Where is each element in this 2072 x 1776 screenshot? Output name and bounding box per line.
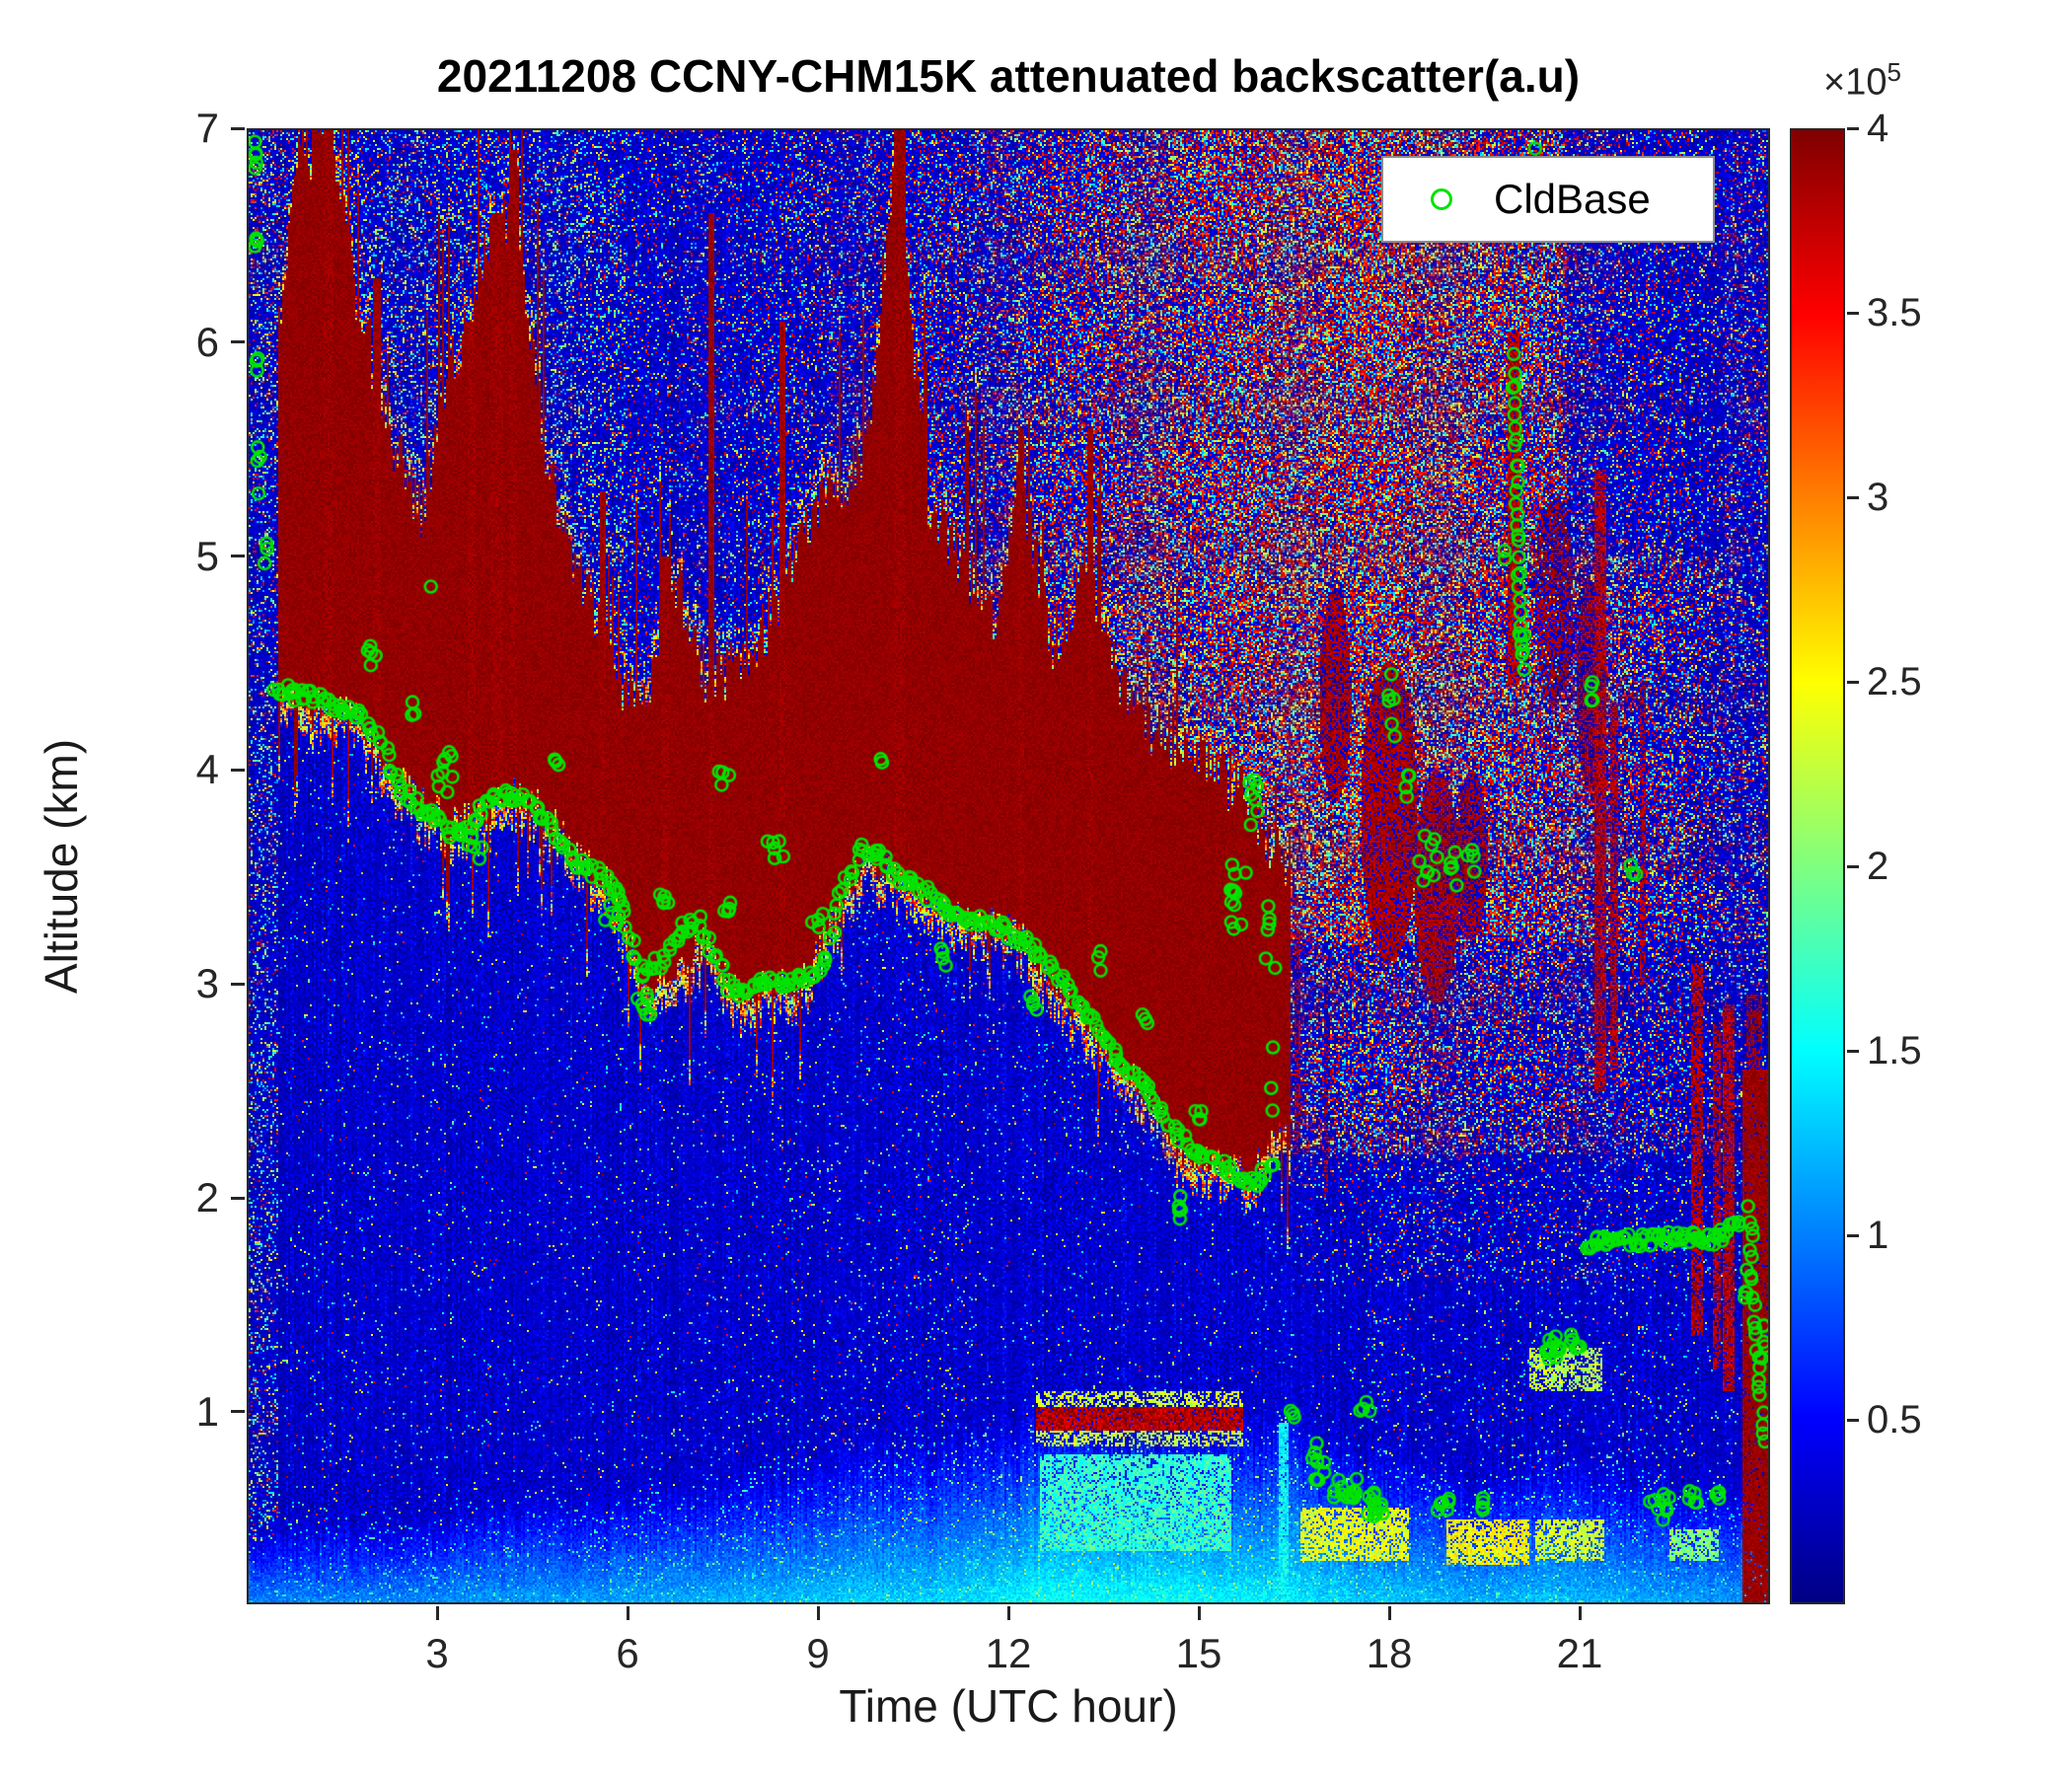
plot-area: CldBase [247, 128, 1770, 1604]
colorbar-tick-label: 2.5 [1867, 660, 1922, 703]
x-tick-label: 9 [806, 1630, 830, 1676]
colorbar-tick-mark [1847, 495, 1859, 499]
x-axis-label: Time (UTC hour) [839, 1680, 1178, 1732]
x-tick-mark [1578, 1606, 1582, 1620]
colorbar-scale: ×105 [1823, 57, 1901, 105]
x-tick-mark [626, 1606, 629, 1620]
y-tick-mark [231, 768, 245, 772]
y-tick-label: 5 [195, 532, 219, 579]
y-tick-mark [231, 126, 245, 130]
y-axis-label: Altitude (km) [36, 738, 87, 995]
y-tick-mark [231, 555, 245, 558]
y-tick-label: 7 [195, 105, 219, 151]
x-tick-label: 6 [616, 1630, 639, 1676]
colorbar-tick-label: 3 [1867, 476, 1889, 519]
y-tick-label: 2 [195, 1174, 219, 1221]
colorbar-tick-label: 2 [1867, 845, 1889, 888]
colorbar-tick-label: 0.5 [1867, 1398, 1922, 1442]
x-tick-mark [435, 1606, 439, 1620]
colorbar-tick-mark [1847, 1233, 1859, 1237]
x-tick-mark [1387, 1606, 1391, 1620]
y-tick-label: 4 [195, 746, 219, 793]
colorbar-tick-mark [1847, 1049, 1859, 1053]
x-tick-label: 3 [425, 1630, 449, 1676]
colorbar-tick-label: 1.5 [1867, 1029, 1922, 1073]
colorbar-tick-label: 3.5 [1867, 291, 1922, 334]
y-tick-mark [231, 1196, 245, 1200]
colorbar-scale-mult: ×10 [1823, 61, 1887, 104]
colorbar-tick-label: 1 [1867, 1214, 1889, 1257]
y-tick-mark [231, 982, 245, 986]
chart-title: 20211208 CCNY-CHM15K attenuated backscat… [436, 50, 1581, 102]
colorbar-tick-mark [1847, 680, 1859, 684]
colorbar [1790, 128, 1845, 1604]
x-tick-label: 12 [985, 1630, 1032, 1676]
x-tick-mark [1197, 1606, 1201, 1620]
x-tick-mark [1006, 1606, 1010, 1620]
colorbar-tick-mark [1847, 126, 1859, 130]
colorbar-tick-mark [1847, 311, 1859, 315]
cldbase-markers-layer [247, 128, 1770, 1604]
legend: CldBase [1381, 156, 1715, 243]
x-tick-mark [816, 1606, 820, 1620]
y-tick-label: 6 [195, 318, 219, 365]
y-tick-mark [231, 1410, 245, 1414]
x-tick-label: 21 [1556, 1630, 1603, 1676]
colorbar-scale-exp: 5 [1887, 57, 1901, 87]
colorbar-tick-mark [1847, 1418, 1859, 1422]
colorbar-tick-mark [1847, 864, 1859, 868]
colorbar-tick-label: 4 [1867, 107, 1889, 150]
x-tick-label: 18 [1366, 1630, 1413, 1676]
y-tick-label: 1 [195, 1387, 219, 1435]
y-tick-mark [231, 340, 245, 344]
y-tick-label: 3 [195, 960, 219, 1007]
cldbase-marker-icon [1431, 188, 1452, 210]
x-tick-label: 15 [1175, 1630, 1222, 1676]
legend-label: CldBase [1494, 176, 1651, 222]
